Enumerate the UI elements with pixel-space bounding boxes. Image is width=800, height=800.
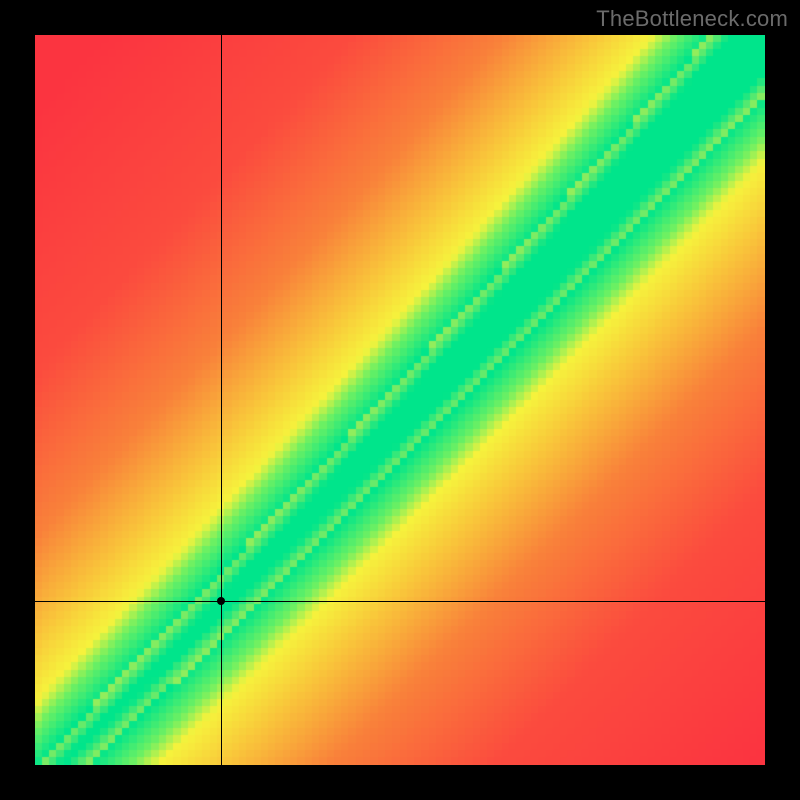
crosshair-marker — [217, 597, 225, 605]
bottleneck-heatmap — [35, 35, 765, 765]
crosshair-horizontal — [35, 601, 765, 602]
watermark-text: TheBottleneck.com — [596, 6, 788, 32]
crosshair-vertical — [221, 35, 222, 765]
chart-container: TheBottleneck.com — [0, 0, 800, 800]
